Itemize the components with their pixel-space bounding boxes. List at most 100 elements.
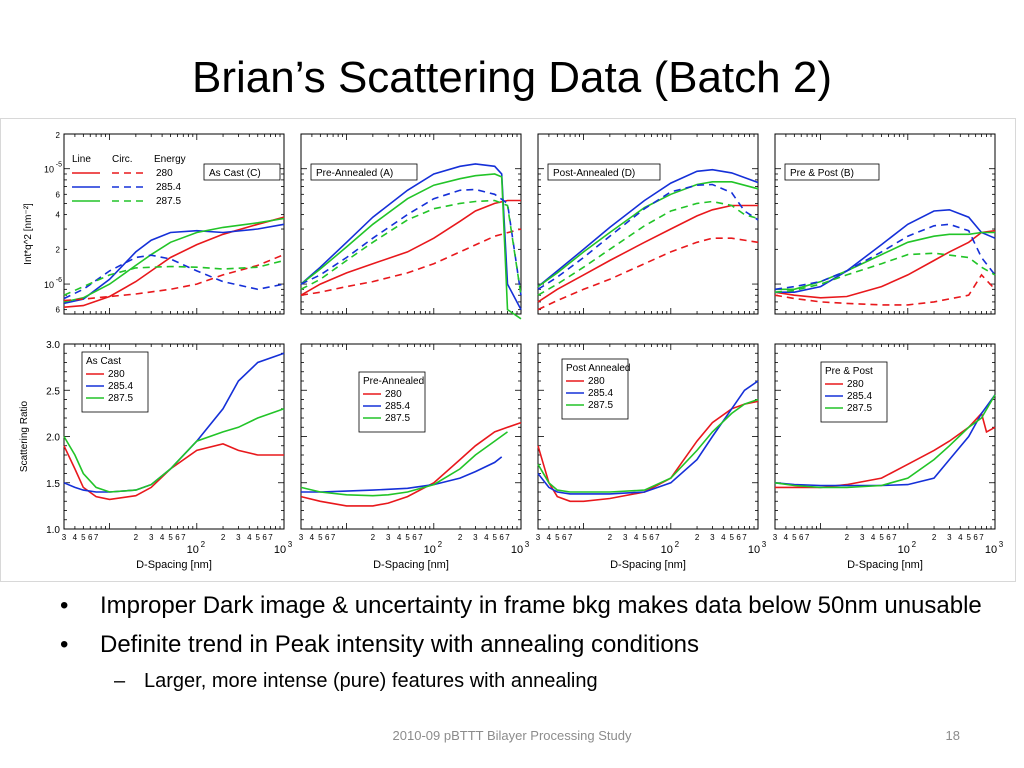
series-line-280 bbox=[63, 216, 285, 308]
x-tick-label: 6 bbox=[562, 533, 567, 542]
x-tick-label: 5 bbox=[555, 533, 560, 542]
panel-label-box bbox=[784, 163, 880, 181]
y-tick-label: 6 bbox=[56, 190, 61, 199]
legend-box bbox=[81, 351, 149, 413]
x-tick-label: 5 bbox=[168, 533, 173, 542]
x-tick-label: 3 bbox=[860, 533, 865, 542]
series-line-287.5 bbox=[537, 398, 759, 493]
y-tick-label: 2 bbox=[56, 131, 61, 140]
bottom-series-group bbox=[537, 380, 759, 503]
x-tick-label: 5 bbox=[967, 533, 972, 542]
panel-label: As Cast bbox=[86, 356, 121, 367]
x-tick-label: 6 bbox=[736, 533, 741, 542]
x-tick-label: 2 bbox=[438, 540, 443, 549]
x-tick-label: 10 bbox=[985, 544, 997, 556]
series-line-285.4 bbox=[775, 208, 996, 293]
legend-box bbox=[820, 361, 888, 423]
x-tick-label: 10 bbox=[661, 544, 673, 556]
x-tick-label: 2 bbox=[932, 533, 937, 542]
x-tick-label: 5 bbox=[730, 533, 735, 542]
legend-entry: 287.5 bbox=[588, 400, 613, 411]
legend-entry: 280 bbox=[385, 389, 402, 400]
x-tick-label: 10 bbox=[424, 544, 436, 556]
x-tick-label: 10 bbox=[511, 544, 523, 556]
top-series-group bbox=[537, 168, 759, 311]
x-tick-label: 7 bbox=[94, 533, 99, 542]
panel-label: Pre & Post bbox=[825, 366, 873, 377]
x-axis-label: D-Spacing [nm] bbox=[373, 559, 449, 571]
legend-entry: 280 bbox=[588, 376, 605, 387]
legend-entry: 287.5 bbox=[847, 403, 872, 414]
x-tick-label: 4 bbox=[160, 533, 165, 542]
legend-header: Line bbox=[72, 154, 91, 165]
series-line-285.4 bbox=[537, 168, 759, 288]
x-tick-label: 7 bbox=[742, 533, 747, 542]
bullet-item: • Definite trend in Peak intensity with … bbox=[56, 629, 996, 660]
panel-label: Post-Annealed (D) bbox=[553, 168, 635, 179]
legend-entry: 285.4 bbox=[847, 391, 872, 402]
series-line-280 bbox=[300, 199, 521, 296]
x-tick-label: 3 bbox=[773, 533, 778, 542]
x-tick-label: 4 bbox=[247, 533, 252, 542]
x-tick-label: 3 bbox=[623, 533, 628, 542]
legend-entry: 285.4 bbox=[385, 401, 410, 412]
bullet-glyph: • bbox=[60, 631, 69, 658]
x-tick-label: 3 bbox=[762, 540, 767, 549]
x-tick-label: 6 bbox=[175, 533, 180, 542]
x-tick-label: 5 bbox=[879, 533, 884, 542]
x-tick-label: 10 bbox=[274, 544, 286, 556]
x-tick-label: 6 bbox=[649, 533, 654, 542]
panel-label: Post Annealed bbox=[566, 363, 631, 374]
top-panel-frame bbox=[300, 133, 522, 315]
page-number: 18 bbox=[945, 728, 960, 743]
x-tick-label: 4 bbox=[871, 533, 876, 542]
bottom-series-group bbox=[300, 421, 522, 507]
x-tick-label: 2 bbox=[608, 533, 613, 542]
x-tick-label: 4 bbox=[484, 533, 489, 542]
x-tick-label: 3 bbox=[999, 540, 1004, 549]
x-tick-label: 3 bbox=[525, 540, 530, 549]
x-tick-label: 5 bbox=[256, 533, 261, 542]
x-axis-label: D-Spacing [nm] bbox=[610, 559, 686, 571]
x-tick-label: 4 bbox=[73, 533, 78, 542]
x-tick-label: 3 bbox=[299, 533, 304, 542]
x-tick-label: 6 bbox=[973, 533, 978, 542]
x-tick-label: 5 bbox=[81, 533, 86, 542]
scattering-plots-svg: As Cast (C) Pre-Annealed (A) Post-Annealed… bbox=[19, 131, 1004, 571]
x-tick-label: 2 bbox=[695, 533, 700, 542]
legend-box bbox=[358, 371, 426, 433]
x-tick-label: 2 bbox=[221, 533, 226, 542]
x-tick-label: 6 bbox=[88, 533, 93, 542]
x-tick-label: 2 bbox=[458, 533, 463, 542]
x-tick-label: 7 bbox=[892, 533, 897, 542]
series-line-280 bbox=[63, 443, 284, 501]
x-tick-label: 4 bbox=[958, 533, 963, 542]
x-tick-label: 4 bbox=[310, 533, 315, 542]
x-tick-label: 3 bbox=[710, 533, 715, 542]
series-line-280 bbox=[774, 229, 996, 299]
y-tick-label: 10 bbox=[44, 280, 54, 290]
bottom-series-group bbox=[774, 394, 996, 489]
series-line-280 bbox=[775, 411, 996, 489]
series-line-287.5 bbox=[300, 199, 522, 296]
top-panel-frame bbox=[537, 133, 759, 315]
y-axis-label: Scattering Ratio bbox=[19, 400, 30, 472]
legend-entry: 287.5 bbox=[108, 393, 133, 404]
legend-header: Energy bbox=[154, 154, 186, 165]
x-tick-label: 10 bbox=[748, 544, 760, 556]
series-line-280 bbox=[774, 273, 996, 306]
x-tick-label: 3 bbox=[62, 533, 67, 542]
legend-box bbox=[561, 358, 629, 420]
x-tick-label: 7 bbox=[418, 533, 423, 542]
x-tick-label: 2 bbox=[675, 540, 680, 549]
bullet-glyph: • bbox=[60, 592, 69, 619]
x-tick-label: 5 bbox=[405, 533, 410, 542]
x-tick-label: 2 bbox=[845, 533, 850, 542]
legend-entry: 287.5 bbox=[385, 413, 410, 424]
bottom-series-group bbox=[63, 352, 285, 501]
panel-label: Pre-Annealed (A) bbox=[316, 168, 393, 179]
x-tick-label: 7 bbox=[331, 533, 336, 542]
x-tick-label: 2 bbox=[201, 540, 206, 549]
series-line-285.4 bbox=[537, 380, 759, 495]
x-tick-label: 3 bbox=[149, 533, 154, 542]
